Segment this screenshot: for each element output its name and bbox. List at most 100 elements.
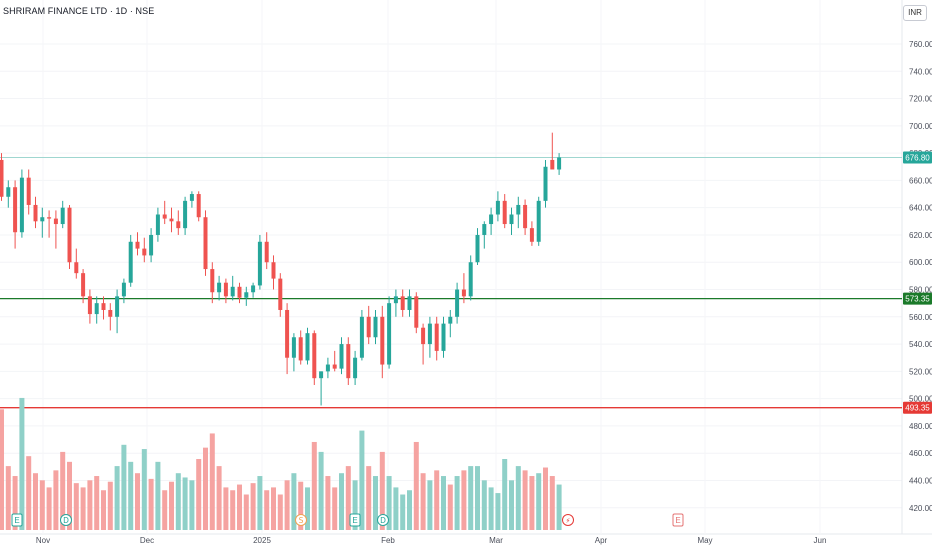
candle-body bbox=[271, 262, 276, 279]
candle-body bbox=[13, 187, 18, 233]
y-tick-label: 660.00 bbox=[909, 176, 932, 185]
volume-bar bbox=[169, 481, 174, 530]
volume-bar bbox=[379, 451, 385, 530]
volume-bar bbox=[196, 459, 202, 530]
volume-bar bbox=[182, 477, 188, 530]
candle-body bbox=[121, 282, 126, 297]
marker-label: E bbox=[14, 516, 19, 525]
volume-bar bbox=[495, 493, 501, 530]
x-axis[interactable]: Nov Dec 2025 Feb Mar Apr May Jun bbox=[36, 536, 827, 545]
volume-bar bbox=[121, 444, 127, 530]
volume-bar bbox=[162, 490, 168, 530]
volume-bar bbox=[339, 473, 344, 530]
volume-bar bbox=[447, 484, 453, 530]
volume-bar bbox=[0, 409, 4, 530]
candle-body bbox=[237, 286, 242, 298]
volume-bar bbox=[298, 481, 304, 530]
candle-body bbox=[33, 204, 38, 222]
marker-label: S bbox=[299, 516, 304, 525]
volume-bar bbox=[12, 476, 18, 530]
marker-label: D bbox=[63, 516, 69, 525]
volume-bar bbox=[529, 476, 535, 530]
dividend-icon: D bbox=[377, 514, 389, 526]
candle-body bbox=[468, 262, 473, 297]
candle-body bbox=[461, 289, 466, 297]
volume-bar bbox=[237, 484, 242, 530]
candle-body bbox=[475, 234, 480, 263]
candle-body bbox=[142, 248, 147, 256]
x-tick-label: Dec bbox=[140, 536, 154, 545]
candle-body bbox=[101, 303, 106, 310]
y-tick-label: 740.00 bbox=[909, 67, 932, 76]
marker-badge bbox=[672, 513, 684, 527]
candle-body bbox=[400, 296, 405, 310]
candle-body bbox=[441, 323, 446, 351]
volume-bar bbox=[556, 484, 562, 530]
volume-bar bbox=[128, 461, 134, 530]
volume-bar bbox=[46, 487, 52, 530]
candle-body bbox=[455, 289, 460, 317]
y-tick-label: 420.00 bbox=[909, 504, 932, 513]
x-tick-label: Mar bbox=[489, 536, 503, 545]
volume-bar bbox=[277, 494, 283, 530]
volume-bar bbox=[434, 470, 440, 530]
volume-bar bbox=[522, 470, 528, 530]
split-icon: S bbox=[295, 514, 307, 526]
candle-body bbox=[298, 337, 303, 361]
candle-body bbox=[502, 200, 507, 225]
resistance-price-tag bbox=[903, 401, 932, 414]
candle-body bbox=[257, 241, 262, 286]
y-tick-label: 640.00 bbox=[909, 204, 932, 213]
y-axis[interactable]: 760.00740.00720.00700.00680.00660.00640.… bbox=[909, 40, 932, 513]
candle-body bbox=[251, 285, 256, 293]
resistance-price-label: 493.35 bbox=[905, 404, 930, 413]
volume-bar bbox=[468, 466, 474, 530]
candle-body bbox=[19, 177, 24, 233]
volume-bar bbox=[101, 490, 106, 530]
candle-body bbox=[108, 309, 113, 317]
marker-badge bbox=[295, 514, 307, 526]
volume-bar bbox=[427, 480, 433, 530]
volume-bar bbox=[5, 466, 11, 530]
volume-bar bbox=[502, 459, 508, 530]
candle-body bbox=[414, 296, 419, 328]
earnings-icon: E bbox=[672, 513, 684, 527]
candle-body bbox=[387, 303, 392, 365]
volume-bar bbox=[264, 490, 270, 530]
last-price-price-label: 676.80 bbox=[905, 153, 930, 162]
volume-bar bbox=[332, 487, 338, 530]
y-tick-label: 460.00 bbox=[909, 449, 932, 458]
candle-body bbox=[373, 316, 378, 338]
volume-bar bbox=[243, 494, 249, 530]
last-price-price-tag bbox=[903, 151, 932, 164]
currency-button[interactable]: INR bbox=[903, 5, 927, 21]
volume-bar bbox=[366, 466, 372, 530]
volume-bar bbox=[39, 480, 45, 530]
candle-body bbox=[353, 357, 358, 379]
candle-body bbox=[489, 214, 494, 225]
candle-body bbox=[87, 296, 92, 315]
candle-body bbox=[529, 228, 534, 242]
candle-body bbox=[67, 207, 72, 263]
volume-bar bbox=[345, 466, 351, 530]
volume-bar bbox=[536, 473, 542, 530]
candle-body bbox=[40, 217, 45, 222]
candle-body bbox=[536, 200, 541, 242]
candle-body bbox=[128, 241, 133, 283]
candle-body bbox=[482, 224, 487, 235]
marker-badge bbox=[11, 513, 23, 527]
candle-body bbox=[339, 344, 344, 369]
candle-body bbox=[407, 296, 412, 310]
volume-bar bbox=[509, 480, 514, 530]
volume-bar bbox=[393, 487, 399, 530]
x-tick-label: May bbox=[697, 536, 712, 545]
candle-body bbox=[94, 303, 99, 315]
candle-body bbox=[495, 200, 500, 215]
support-price-tag bbox=[903, 292, 932, 305]
candle-body bbox=[516, 204, 521, 215]
volume-bar bbox=[230, 490, 236, 530]
marker-badge bbox=[562, 514, 574, 526]
volume-bar bbox=[461, 470, 467, 530]
candle-body bbox=[47, 217, 52, 219]
